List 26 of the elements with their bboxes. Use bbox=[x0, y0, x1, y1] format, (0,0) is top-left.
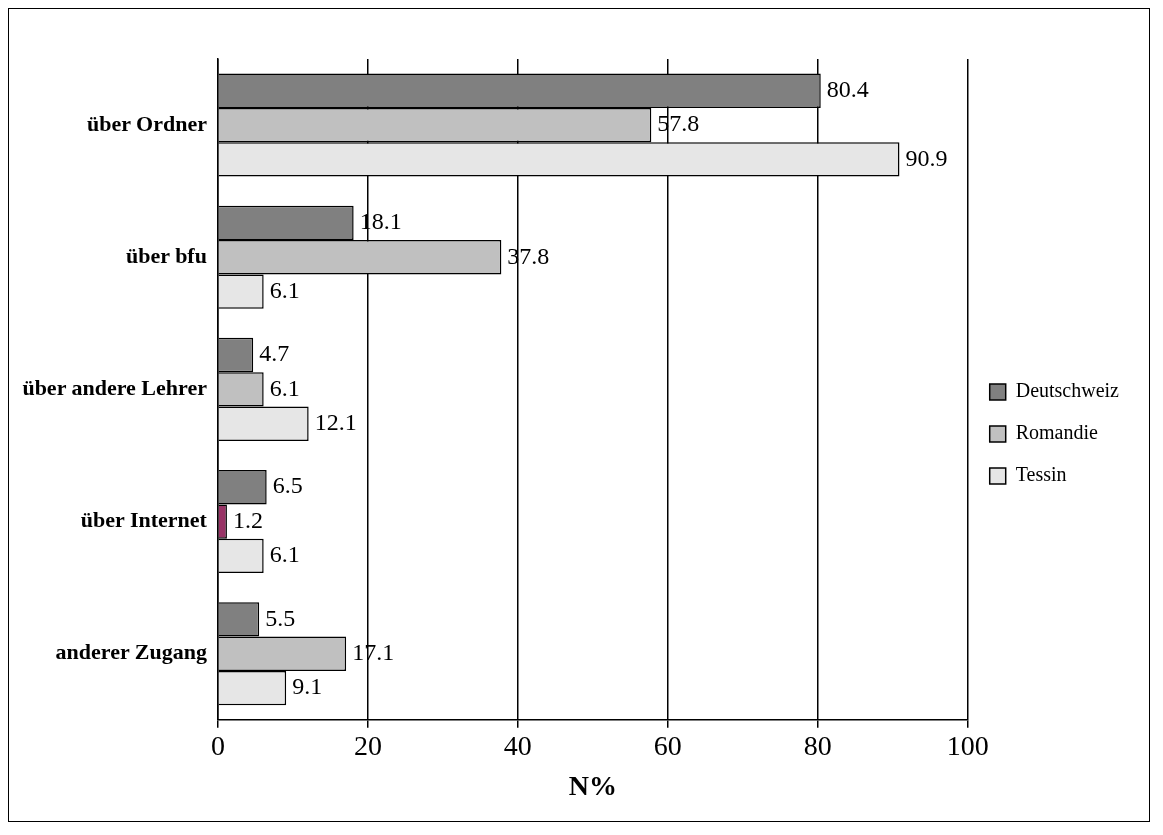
data-label: 1.2 bbox=[232, 506, 263, 533]
data-label: 6.1 bbox=[269, 541, 300, 568]
y-tick-label: über Internet bbox=[80, 507, 208, 533]
y-tick-label: anderer Zugang bbox=[55, 639, 207, 665]
y-tick-label: über bfu bbox=[126, 242, 207, 268]
data-label: 6.5 bbox=[272, 472, 303, 499]
x-tick-label: 100 bbox=[946, 729, 989, 761]
data-label: 9.1 bbox=[292, 673, 323, 700]
x-tick-label: 0 bbox=[210, 729, 225, 761]
data-label: 5.5 bbox=[265, 604, 296, 631]
legend-label: Deutschweiz bbox=[1015, 379, 1120, 402]
x-tick-label: 40 bbox=[503, 729, 532, 761]
x-tick-label: 20 bbox=[353, 729, 382, 761]
data-label: 6.1 bbox=[269, 374, 300, 401]
data-label: 80.4 bbox=[826, 76, 869, 103]
x-axis-title: N% bbox=[568, 770, 617, 802]
data-label: 12.1 bbox=[314, 409, 357, 436]
y-tick-label: über andere Lehrer bbox=[22, 375, 208, 401]
legend-label: Tessin bbox=[1015, 463, 1067, 486]
legend-label: Romandie bbox=[1015, 421, 1099, 444]
x-tick-label: 60 bbox=[653, 729, 682, 761]
data-label: 4.7 bbox=[259, 340, 290, 367]
data-label: 90.9 bbox=[905, 144, 948, 171]
data-label: 6.1 bbox=[269, 276, 300, 303]
x-tick-label: 80 bbox=[803, 729, 832, 761]
y-tick-label: über Ordner bbox=[86, 110, 208, 136]
